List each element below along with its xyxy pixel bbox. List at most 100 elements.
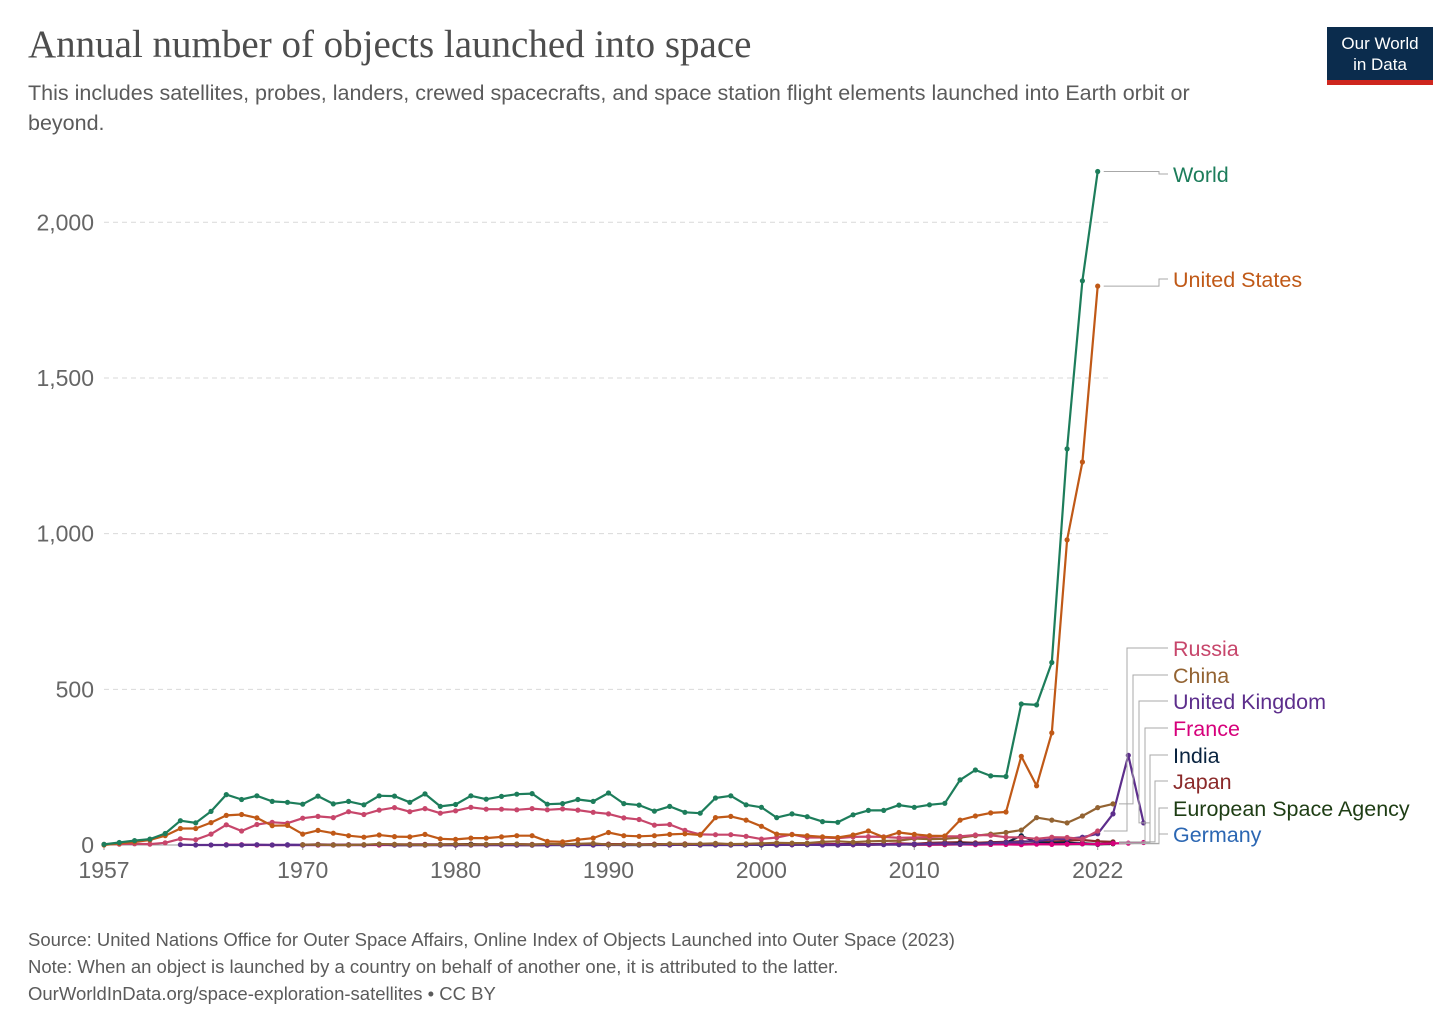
chart-title: Annual number of objects launched into s… [28, 23, 752, 66]
data-point [712, 832, 719, 838]
data-point [300, 831, 306, 837]
data-point [193, 825, 199, 832]
series-label[interactable]: Germany [1173, 823, 1262, 847]
data-point [361, 802, 367, 808]
data-point [1049, 834, 1055, 840]
data-point [315, 813, 321, 820]
data-point [1003, 834, 1009, 840]
data-point [1034, 702, 1040, 708]
data-point [391, 793, 398, 799]
data-point [468, 842, 474, 848]
data-point [1003, 829, 1009, 836]
data-point [468, 793, 474, 799]
data-point [1003, 809, 1009, 815]
data-point [376, 807, 382, 813]
data-point [682, 831, 688, 837]
series-world[interactable] [101, 168, 1101, 848]
data-point [376, 841, 382, 847]
data-point [468, 804, 474, 810]
data-point [407, 842, 413, 848]
series-russia[interactable] [101, 804, 1101, 848]
data-point [590, 835, 596, 841]
data-point [942, 833, 948, 839]
data-point [223, 792, 229, 798]
series-label[interactable]: Japan [1173, 770, 1232, 794]
series-line [103, 286, 1099, 847]
data-point [223, 842, 229, 848]
data-point [269, 823, 275, 829]
x-tick-label: 1980 [430, 857, 481, 883]
data-point [330, 815, 336, 821]
series-label[interactable]: France [1173, 717, 1240, 741]
data-point [881, 842, 887, 848]
data-point [804, 833, 810, 839]
series-label[interactable]: India [1173, 744, 1220, 768]
data-point [728, 813, 734, 820]
data-point [1034, 783, 1040, 789]
data-point [728, 832, 734, 838]
data-point [865, 828, 872, 834]
data-point [926, 841, 933, 847]
data-point [1095, 841, 1101, 847]
data-point [407, 834, 413, 840]
data-point [712, 815, 719, 821]
label-connector [1144, 727, 1168, 843]
data-point [361, 811, 367, 818]
data-point [529, 791, 535, 797]
data-point [988, 832, 994, 838]
data-point [1110, 811, 1116, 817]
data-point [728, 793, 734, 799]
label-connector [1103, 647, 1168, 832]
data-point [1110, 840, 1116, 847]
data-point [529, 833, 535, 839]
data-point [300, 815, 306, 821]
series-label[interactable]: European Space Agency [1173, 797, 1410, 821]
data-point [972, 813, 979, 819]
data-point [1064, 446, 1070, 452]
data-point [743, 833, 749, 839]
data-point [498, 806, 505, 812]
logo-line-2: in Data [1353, 55, 1407, 74]
data-point [911, 831, 917, 838]
series-label[interactable]: United States [1173, 268, 1302, 292]
owid-logo[interactable]: Our World in Data [1327, 27, 1433, 85]
data-point [239, 842, 245, 848]
series-label[interactable]: United Kingdom [1173, 690, 1326, 714]
data-point [758, 804, 765, 810]
data-point [1079, 813, 1085, 819]
data-point [437, 836, 443, 842]
data-point [575, 796, 581, 803]
data-point [758, 836, 765, 842]
data-point [789, 840, 795, 846]
data-point [988, 773, 994, 779]
data-point [1049, 817, 1055, 823]
series-label[interactable]: World [1173, 163, 1229, 187]
data-point [575, 837, 581, 843]
data-point [605, 811, 612, 817]
label-connector [1119, 674, 1168, 805]
data-point [957, 841, 963, 847]
data-point [453, 808, 459, 814]
data-point [575, 841, 581, 847]
data-point [1064, 834, 1070, 841]
data-point [621, 815, 627, 821]
series-label[interactable]: China [1173, 664, 1229, 688]
data-point [651, 822, 658, 828]
chart-subtitle: This includes satellites, probes, lander… [28, 81, 1190, 135]
data-point [330, 830, 336, 836]
series-label[interactable]: Russia [1173, 637, 1239, 661]
data-point [636, 816, 642, 823]
data-point [865, 834, 872, 840]
y-tick-label: 1,500 [36, 365, 94, 391]
data-point [988, 810, 994, 816]
series-united-states[interactable] [101, 283, 1101, 848]
data-point [529, 806, 535, 812]
data-point [254, 793, 260, 799]
data-point [605, 790, 612, 796]
credit-link[interactable]: OurWorldInData.org/space-exploration-sat… [28, 983, 496, 1004]
data-point [835, 842, 841, 848]
data-point [881, 838, 887, 844]
data-point [376, 832, 382, 838]
x-tick-label: 1957 [78, 857, 129, 883]
